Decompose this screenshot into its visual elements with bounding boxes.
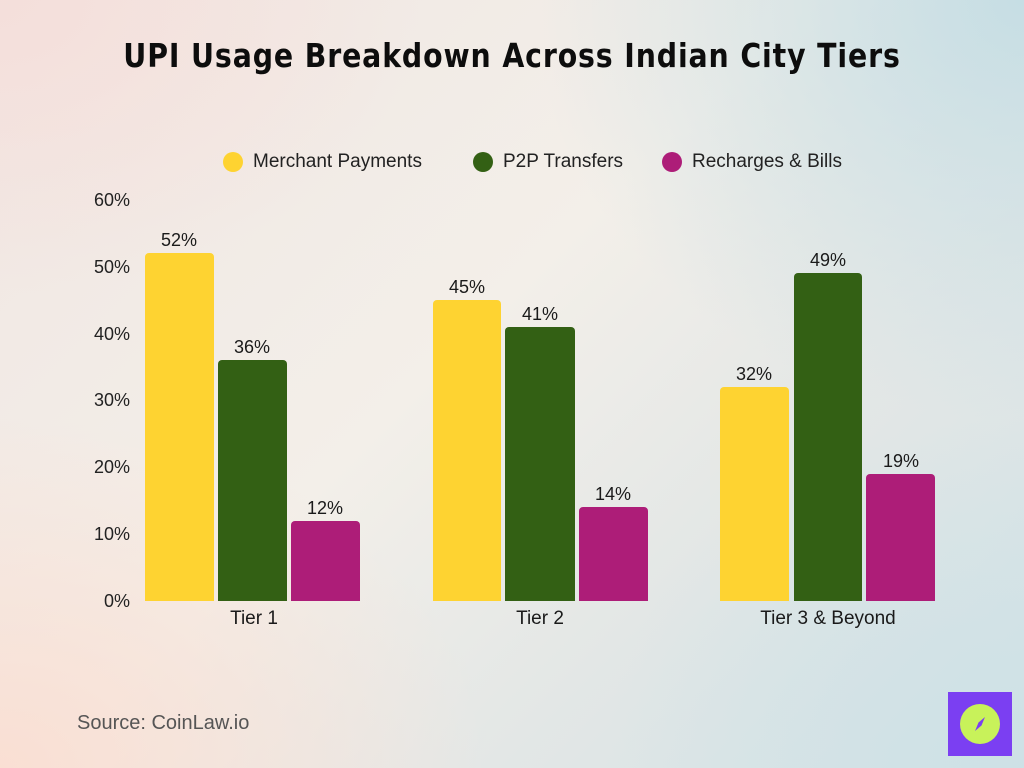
bar-label-tier1-merchant: 52%: [160, 230, 198, 250]
chart-title: UPI Usage Breakdown Across Indian City T…: [123, 36, 901, 75]
y-tick-10: 10%: [93, 524, 130, 544]
compass-icon: [960, 704, 1000, 744]
bar-label-tier1-recharges: 12%: [306, 498, 344, 518]
bar-tier3-p2p-transfers[interactable]: [794, 273, 862, 601]
legend-label: Recharges & Bills: [692, 151, 842, 172]
brand-logo[interactable]: [948, 692, 1012, 756]
bar-label-tier2-p2p: 41%: [521, 304, 559, 324]
legend-swatch-magenta-icon: [662, 152, 682, 172]
bar-tier3-merchant-payments[interactable]: [720, 387, 789, 601]
x-tick-tier3: Tier 3 & Beyond: [760, 608, 896, 629]
bar-label-tier2-recharges: 14%: [594, 484, 632, 504]
bar-label-tier1-p2p: 36%: [233, 337, 271, 357]
compass-needle-icon: [975, 717, 985, 731]
legend: Merchant Payments P2P Transfers Recharge…: [0, 150, 1024, 174]
legend-label: P2P Transfers: [503, 151, 624, 172]
bar-tier2-merchant-payments[interactable]: [433, 300, 501, 601]
y-tick-60: 60%: [93, 190, 130, 210]
bar-label-tier3-p2p: 49%: [809, 250, 847, 270]
x-tick-tier1: Tier 1: [230, 608, 278, 629]
bar-label-tier2-merchant: 45%: [448, 277, 486, 297]
legend-item-recharges-bills[interactable]: Recharges & Bills: [662, 150, 842, 174]
bar-tier2-recharges-bills[interactable]: [579, 507, 648, 601]
y-tick-20: 20%: [93, 457, 130, 477]
bar-tier1-recharges-bills[interactable]: [291, 521, 360, 601]
legend-item-p2p-transfers[interactable]: P2P Transfers: [473, 150, 623, 174]
bar-tier2-p2p-transfers[interactable]: [505, 327, 575, 601]
source-caption: Source: CoinLaw.io: [77, 712, 250, 734]
y-tick-40: 40%: [93, 324, 130, 344]
y-tick-50: 50%: [93, 257, 130, 277]
x-tick-tier2: Tier 2: [516, 608, 564, 629]
y-tick-30: 30%: [93, 390, 130, 410]
legend-swatch-yellow-icon: [223, 152, 243, 172]
legend-item-merchant-payments[interactable]: Merchant Payments: [223, 150, 422, 174]
legend-swatch-green-icon: [473, 152, 493, 172]
y-tick-0: 0%: [103, 591, 130, 611]
bar-tier1-p2p-transfers[interactable]: [218, 360, 287, 601]
bar-tier1-merchant-payments[interactable]: [145, 253, 214, 601]
legend-label: Merchant Payments: [253, 151, 422, 172]
bar-label-tier3-recharges: 19%: [882, 451, 920, 471]
bar-tier3-recharges-bills[interactable]: [866, 474, 935, 601]
bar-label-tier3-merchant: 32%: [735, 364, 773, 384]
